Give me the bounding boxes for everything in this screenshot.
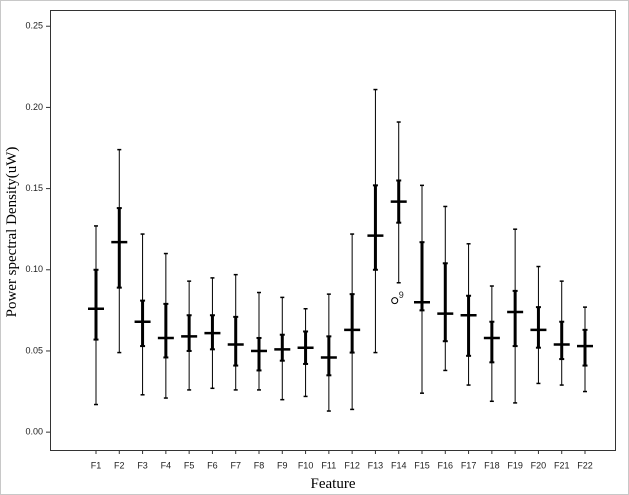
x-tick-label: F2	[114, 460, 125, 470]
x-tick-label: F16	[438, 460, 454, 470]
x-tick-label: F21	[554, 460, 570, 470]
y-axis-label: Power spectral Density(uW)	[4, 147, 20, 318]
x-tick-label: F3	[137, 460, 148, 470]
y-tick-label: 0.00	[25, 427, 43, 437]
x-tick-label: F22	[577, 460, 593, 470]
y-tick-label: 0.15	[25, 183, 43, 193]
x-tick-label: F19	[507, 460, 523, 470]
x-tick-label: F14	[391, 460, 407, 470]
y-tick-label: 0.25	[25, 21, 43, 31]
outlier-label: 9	[399, 290, 404, 300]
y-tick-label: 0.20	[25, 102, 43, 112]
x-tick-label: F5	[184, 460, 195, 470]
x-tick-label: F1	[91, 460, 102, 470]
x-tick-label: F11	[321, 460, 336, 470]
x-tick-label: F20	[531, 460, 547, 470]
x-tick-label: F7	[230, 460, 241, 470]
x-tick-label: F6	[207, 460, 218, 470]
x-axis-label: Feature	[311, 476, 356, 492]
plot-frame	[50, 10, 616, 451]
x-tick-label: F17	[461, 460, 477, 470]
x-tick-label: F15	[414, 460, 430, 470]
x-tick-label: F12	[344, 460, 360, 470]
x-tick-label: F18	[484, 460, 500, 470]
x-tick-label: F10	[298, 460, 314, 470]
x-tick-label: F13	[368, 460, 384, 470]
y-tick-label: 0.10	[25, 264, 43, 274]
x-tick-label: F4	[161, 460, 172, 470]
x-tick-label: F9	[277, 460, 288, 470]
outlier	[391, 297, 399, 305]
y-tick-label: 0.05	[25, 345, 43, 355]
x-tick-label: F8	[254, 460, 265, 470]
